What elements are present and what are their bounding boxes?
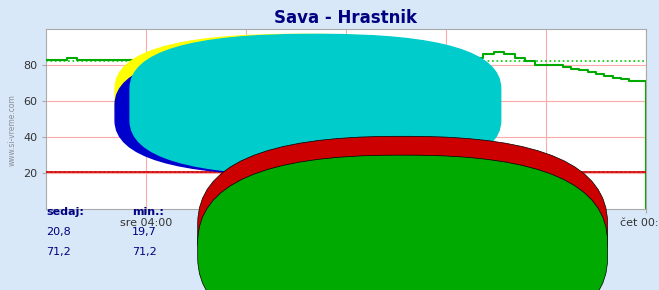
Text: 19,7: 19,7 bbox=[132, 227, 157, 237]
Text: 87,3: 87,3 bbox=[303, 247, 328, 257]
Text: 20,8: 20,8 bbox=[46, 227, 71, 237]
FancyBboxPatch shape bbox=[130, 35, 501, 175]
Text: 71,2: 71,2 bbox=[132, 247, 157, 257]
Text: temperatura[C]: temperatura[C] bbox=[415, 225, 502, 235]
Text: 82,0: 82,0 bbox=[217, 247, 243, 257]
Title: Sava - Hrastnik: Sava - Hrastnik bbox=[275, 10, 417, 28]
Text: 71,2: 71,2 bbox=[46, 247, 71, 257]
Text: sedaj:: sedaj: bbox=[46, 206, 84, 217]
Text: Sava - Hrastnik: Sava - Hrastnik bbox=[395, 206, 491, 217]
Text: 20,3: 20,3 bbox=[217, 227, 242, 237]
Text: 20,9: 20,9 bbox=[303, 227, 328, 237]
Text: pretok[m3/s]: pretok[m3/s] bbox=[415, 244, 487, 254]
Text: min.:: min.: bbox=[132, 206, 163, 217]
Text: www.si-vreme.com: www.si-vreme.com bbox=[198, 108, 494, 137]
Text: povpr.:: povpr.: bbox=[217, 206, 261, 217]
Text: www.si-vreme.com: www.si-vreme.com bbox=[8, 95, 17, 166]
FancyBboxPatch shape bbox=[115, 35, 490, 158]
FancyBboxPatch shape bbox=[115, 50, 490, 175]
Text: maks.:: maks.: bbox=[303, 206, 345, 217]
